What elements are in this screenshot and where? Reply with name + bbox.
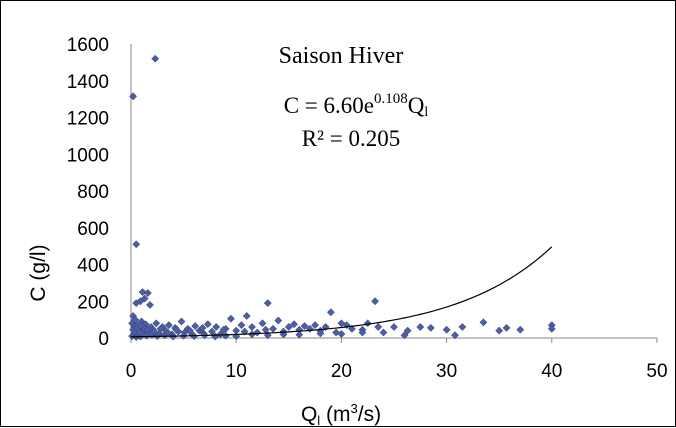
x-tick-label: 0 (126, 361, 137, 382)
data-point (358, 328, 367, 337)
data-point (442, 325, 451, 334)
y-tick-label: 400 (77, 256, 109, 277)
data-point (172, 325, 181, 334)
data-point (347, 324, 356, 333)
data-point (363, 319, 372, 328)
data-point (136, 297, 145, 306)
y-tick-label: 0 (98, 329, 109, 350)
y-axis-title: C (g/l) (27, 244, 50, 301)
data-point (305, 324, 314, 333)
data-point (151, 54, 160, 63)
data-point (138, 288, 147, 297)
data-point (269, 324, 277, 333)
data-point (191, 322, 200, 331)
x-title-base: Q (301, 403, 317, 426)
data-point (164, 321, 173, 330)
x-tick-label: 40 (541, 361, 562, 382)
x-tick-label: 30 (436, 361, 457, 382)
data-point (300, 322, 309, 331)
data-point (516, 325, 525, 334)
y-tick-label: 800 (77, 182, 109, 203)
data-point (248, 323, 256, 331)
data-point (495, 326, 504, 335)
data-point (379, 328, 388, 337)
y-tick-label: 1200 (67, 109, 109, 130)
data-point (219, 325, 228, 334)
data-point (140, 294, 149, 303)
x-tick-labels: 0 10 20 30 40 50 (126, 361, 668, 382)
data-point (337, 330, 346, 338)
y-tick-label: 200 (77, 292, 109, 313)
data-point (263, 299, 272, 308)
r-squared: R² = 0.205 (302, 126, 400, 151)
data-point (290, 320, 299, 329)
x-tick-marks (130, 338, 658, 343)
data-point (426, 323, 435, 332)
data-point (203, 320, 212, 329)
data-point (316, 329, 325, 338)
x-title-unit-pre: (m (320, 403, 350, 426)
x-title-sub: l (317, 413, 320, 428)
x-tick-label: 50 (646, 361, 667, 382)
equation-tail: Q (408, 93, 425, 118)
x-title-unit-sup: 3 (351, 401, 358, 416)
data-point (129, 92, 138, 101)
y-tick-label: 1000 (67, 145, 109, 166)
data-point (458, 323, 467, 331)
x-tick-label: 20 (331, 361, 352, 382)
x-tick-label: 10 (226, 361, 247, 382)
data-point (326, 308, 335, 317)
data-point (185, 326, 194, 335)
data-point (198, 323, 207, 332)
data-point (242, 311, 251, 320)
data-point (152, 319, 161, 328)
data-point (226, 314, 235, 323)
data-point (311, 321, 320, 330)
y-tick-labels: 0 200 400 600 800 1000 1200 1400 1600 (67, 35, 109, 350)
data-point (403, 326, 412, 335)
data-point (451, 331, 459, 340)
data-point (156, 324, 165, 333)
data-point (400, 331, 409, 340)
data-point (371, 297, 380, 306)
data-point (177, 317, 186, 326)
data-point (258, 319, 267, 328)
equation-exponent: 0.108 (374, 91, 408, 107)
y-tick-label: 1400 (67, 72, 109, 93)
data-point (274, 316, 283, 325)
data-point (479, 318, 488, 327)
data-point (132, 240, 141, 249)
x-axis-title: Ql (m3/s) (301, 401, 381, 428)
data-point (416, 323, 425, 331)
chart-title: Saison Hiver (279, 43, 404, 69)
equation-tail-sub: l (424, 105, 428, 120)
data-point (143, 289, 152, 297)
x-title-unit-post: /s) (358, 403, 381, 426)
y-tick-label: 1600 (67, 35, 109, 56)
data-point (547, 324, 556, 333)
equation-base: C = 6.60e (284, 93, 374, 118)
data-point (212, 323, 221, 331)
data-point (150, 327, 159, 336)
exponential-trendline (130, 246, 553, 338)
data-point (284, 323, 293, 331)
trend-equation: C = 6.60e0.108Ql (284, 91, 429, 120)
data-point (232, 332, 241, 341)
data-point (295, 330, 304, 339)
data-point (145, 300, 154, 309)
data-point (390, 323, 398, 331)
data-point (240, 327, 249, 336)
data-point (237, 321, 246, 330)
y-tick-label: 600 (77, 219, 109, 240)
data-point (374, 323, 383, 331)
data-point (143, 325, 152, 334)
data-point (502, 323, 511, 332)
